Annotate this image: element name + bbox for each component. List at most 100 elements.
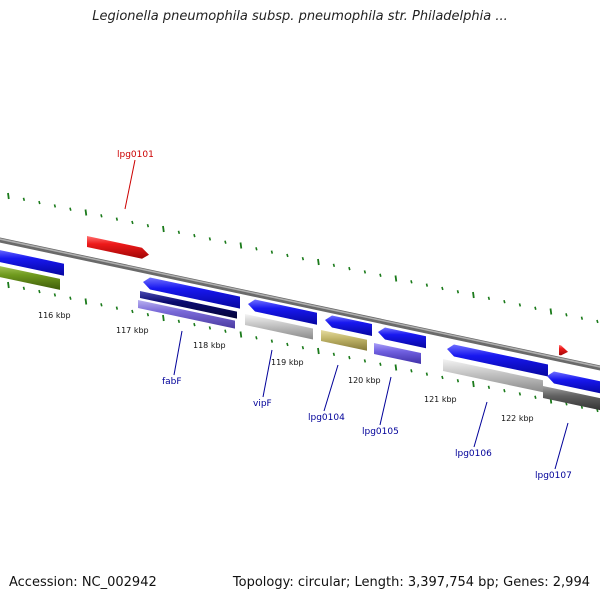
inner-tick (301, 346, 305, 350)
leader-lpg0105 (379, 376, 392, 426)
inner-tick (379, 362, 382, 366)
feature-lavender (138, 300, 235, 329)
inner-tick (115, 306, 119, 310)
gene-label-lpg0101[interactable]: lpg0101 (117, 150, 154, 160)
scale-label-118: 118 kbp (193, 341, 226, 350)
scale-label-122: 122 kbp (501, 414, 534, 423)
outer-tick (270, 250, 274, 254)
leader-lpg0104 (323, 364, 339, 412)
feature-blue-fabF (143, 277, 240, 309)
feature-darkgray (543, 386, 600, 411)
inner-tick (177, 319, 181, 324)
inner-tick (503, 388, 506, 393)
gene-label-lpg0105[interactable]: lpg0105 (362, 427, 399, 437)
inner-tick (255, 336, 258, 340)
outer-tick (162, 225, 165, 233)
outer-tick (193, 233, 196, 238)
outer-tick (425, 283, 429, 287)
outer-tick (503, 299, 506, 304)
feature-blue-lpg0104 (325, 315, 372, 337)
inner-tick (410, 369, 413, 373)
inner-tick (22, 286, 26, 291)
scale-label-120: 120 kbp (348, 376, 381, 385)
outer-tick (441, 286, 444, 291)
feature-khaki (321, 330, 367, 351)
inner-tick (472, 380, 475, 388)
gene-label-lpg0106[interactable]: lpg0106 (455, 449, 492, 459)
inner-tick (100, 303, 103, 307)
inner-tick (7, 281, 10, 289)
leader-lpg0101 (124, 159, 136, 210)
outer-tick (115, 217, 119, 221)
outer-tick (301, 257, 305, 261)
inner-tick (38, 289, 41, 294)
scale-label-117: 117 kbp (116, 326, 149, 335)
inner-tick (487, 385, 491, 390)
inner-tick (456, 379, 460, 383)
genome-summary-text: Topology: circular; Length: 3,397,754 bp… (232, 575, 590, 590)
outer-tick (596, 319, 599, 324)
feature-blue-lpg0106 (447, 344, 548, 377)
outer-tick (131, 220, 134, 225)
scale-label-119: 119 kbp (271, 358, 304, 367)
leader-vipF (262, 349, 273, 398)
feature-blue-lpg0107 (547, 371, 600, 394)
gene-label-vipF[interactable]: vipF (253, 399, 272, 409)
inner-tick (162, 314, 165, 322)
gene-features (0, 236, 600, 411)
outer-tick (53, 204, 57, 208)
outer-tick (69, 207, 72, 211)
backbone-line (0, 237, 600, 371)
inner-tick (518, 392, 522, 396)
inner-tick (193, 322, 196, 327)
outer-tick (472, 291, 475, 299)
outer-tick (146, 224, 150, 228)
inner-tick (224, 329, 227, 333)
backbone-highlight (0, 238, 600, 368)
inner-tick (84, 298, 88, 305)
outer-tick (348, 266, 351, 271)
inner-tick (363, 359, 367, 363)
inner-tick (534, 395, 537, 399)
inner-tick (270, 339, 274, 343)
inner-tick (348, 355, 351, 360)
outer-tick (379, 273, 382, 277)
outer-tick (286, 253, 289, 258)
inner-tick (131, 309, 134, 314)
outer-tick (22, 197, 26, 202)
outer-tick (224, 240, 227, 244)
feature-blue-left (0, 250, 64, 276)
outer-tick (549, 308, 553, 315)
outer-tick (84, 209, 88, 216)
inner-tick (317, 347, 320, 355)
inner-tick (425, 372, 429, 376)
feature-silver-vipF (245, 314, 313, 340)
feature-lpg0101 (87, 236, 149, 259)
leader-fabF (173, 330, 183, 376)
outer-tick (208, 237, 212, 241)
scale-label-121: 121 kbp (424, 395, 457, 404)
gene-label-lpg0104[interactable]: lpg0104 (308, 413, 345, 423)
inner-tick (239, 331, 243, 338)
outer-tick (239, 242, 243, 249)
feature-small-red (559, 345, 568, 356)
inner-tick (208, 326, 212, 330)
leader-lpg0107 (554, 422, 569, 470)
outer-tick (38, 200, 41, 205)
outer-tick (487, 296, 491, 301)
outer-tick (410, 280, 413, 284)
outer-tick (565, 313, 568, 317)
inner-tick (286, 342, 289, 347)
outer-tick (100, 214, 103, 218)
inner-tick (53, 293, 57, 297)
inner-tick (332, 352, 336, 357)
feature-navy (140, 291, 237, 319)
feature-blue-lpg0105 (378, 327, 426, 349)
outer-tick (363, 270, 367, 274)
feature-silver-lpg0106 (443, 359, 543, 393)
gene-label-lpg0107[interactable]: lpg0107 (535, 471, 572, 481)
outer-tick (580, 316, 584, 320)
gene-label-fabF[interactable]: fabF (162, 377, 182, 387)
scale-label-116: 116 kbp (38, 311, 71, 320)
feature-blue-vipF (248, 299, 317, 325)
